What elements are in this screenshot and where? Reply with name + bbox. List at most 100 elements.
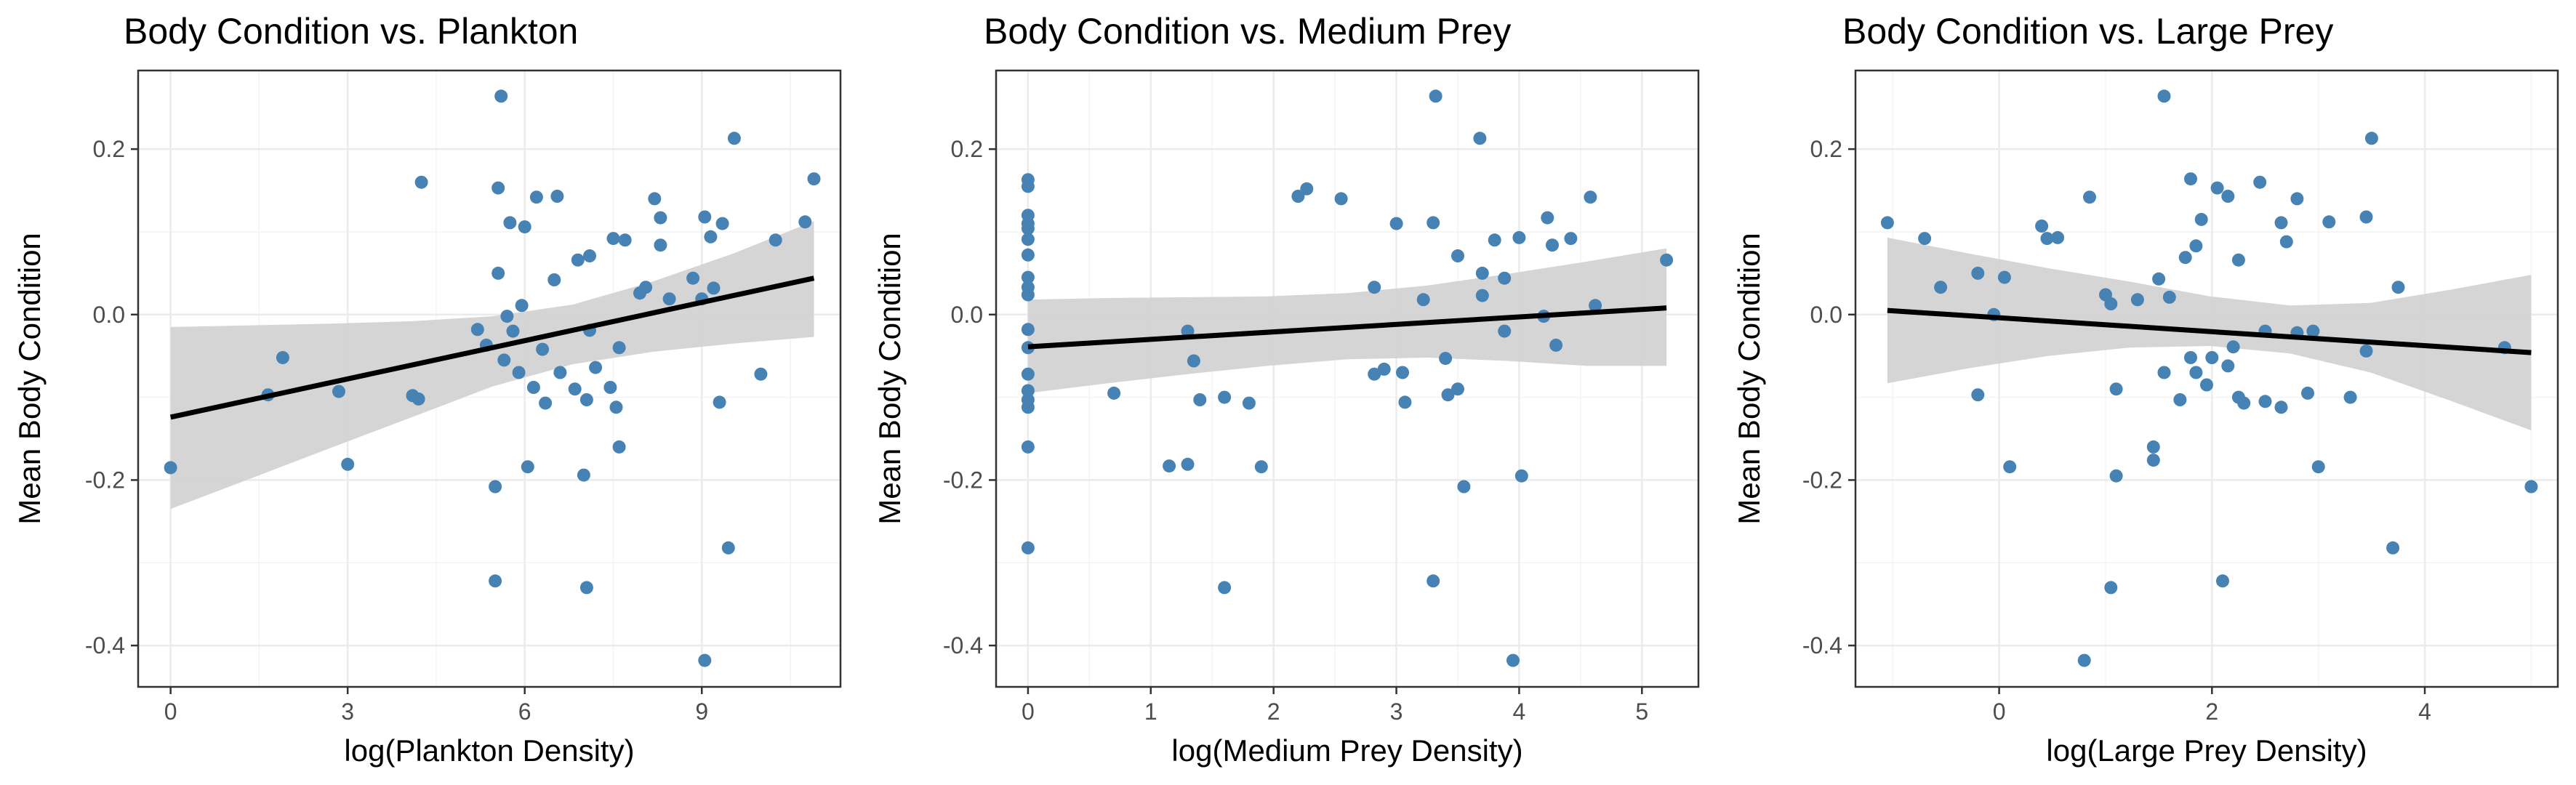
- data-point: [769, 233, 782, 247]
- data-point: [1389, 217, 1403, 230]
- data-point: [2104, 297, 2118, 310]
- data-point: [603, 381, 617, 394]
- x-tick-label: 0: [1022, 699, 1035, 725]
- data-point: [1368, 281, 1381, 294]
- data-point: [515, 299, 529, 313]
- data-point: [2157, 89, 2171, 103]
- data-point: [571, 253, 585, 267]
- data-point: [2290, 192, 2304, 206]
- panel-border: [995, 69, 1700, 688]
- chart-title: Body Condition vs. Large Prey: [1842, 11, 2333, 52]
- data-point: [1107, 386, 1121, 400]
- data-point: [1971, 388, 1985, 402]
- data-point: [686, 271, 700, 285]
- data-point: [2231, 253, 2245, 267]
- data-point: [639, 281, 653, 294]
- data-point: [2301, 386, 2314, 400]
- y-axis-title: Mean Body Condition: [12, 233, 47, 525]
- data-point: [721, 541, 735, 555]
- data-point: [494, 89, 508, 103]
- data-point: [2130, 293, 2144, 307]
- data-point: [583, 249, 596, 262]
- y-tick-label: 0.0: [1810, 302, 1842, 328]
- data-point: [2077, 653, 2091, 667]
- y-tick-label: 0.0: [951, 302, 983, 328]
- data-point: [727, 132, 741, 145]
- data-point: [1187, 354, 1200, 368]
- data-point: [1377, 362, 1391, 376]
- data-point: [2146, 454, 2160, 467]
- data-point: [1193, 393, 1207, 406]
- data-point: [500, 310, 514, 323]
- x-tick-label: 5: [1635, 699, 1648, 725]
- data-point: [2311, 460, 2325, 474]
- data-point: [497, 353, 511, 367]
- x-tick-label: 3: [1390, 699, 1403, 725]
- x-axis-title: log(Medium Prey Density): [1171, 733, 1522, 768]
- panel-large-prey: Body Condition vs. Large Prey 0 2 4 -0.4 -0.…: [1732, 11, 2559, 768]
- data-point: [1473, 132, 1487, 145]
- data-point: [618, 233, 632, 247]
- data-point: [550, 190, 564, 203]
- data-point: [648, 192, 662, 206]
- data-point: [704, 230, 718, 243]
- data-point: [529, 190, 543, 204]
- data-point: [414, 175, 428, 189]
- data-point: [1429, 89, 1443, 103]
- data-point: [512, 366, 526, 379]
- data-point: [2051, 230, 2065, 244]
- data-point: [489, 480, 502, 494]
- data-point: [2040, 232, 2054, 246]
- data-point: [2216, 574, 2229, 588]
- data-point: [2178, 251, 2192, 265]
- confidence-ribbon: [170, 221, 814, 510]
- data-point: [2322, 215, 2336, 229]
- confidence-ribbon: [1027, 248, 1667, 393]
- data-point: [1457, 480, 1471, 494]
- chart-title: Body Condition vs. Medium Prey: [984, 11, 1511, 52]
- data-point: [2109, 469, 2123, 483]
- data-point: [589, 361, 603, 374]
- data-point: [1427, 574, 1440, 588]
- data-point: [521, 460, 534, 474]
- data-point: [2200, 378, 2213, 392]
- data-point: [1398, 395, 1412, 409]
- data-point: [1589, 299, 1602, 313]
- data-point: [503, 216, 517, 230]
- plot-area: 0 1 2 3 4 5 -0.4 -0.2 0.0 0.2: [943, 69, 1700, 725]
- data-point: [568, 382, 582, 396]
- data-point: [1934, 281, 1948, 294]
- data-point: [2364, 132, 2378, 145]
- data-point: [1021, 270, 1035, 284]
- data-point: [2274, 400, 2288, 414]
- data-point: [1021, 288, 1035, 302]
- panel-plankton: Body Condition vs. Plankton 0 3 6 9 -0.4 -0.2…: [12, 11, 842, 768]
- data-point: [612, 341, 626, 355]
- y-tick-label: -0.4: [1802, 632, 1842, 659]
- data-point: [1021, 541, 1035, 555]
- y-tick-label: -0.2: [943, 467, 983, 493]
- data-point: [1021, 323, 1035, 337]
- data-point: [2391, 281, 2405, 294]
- data-point: [2258, 395, 2272, 408]
- data-point: [2306, 324, 2320, 338]
- data-point: [2226, 340, 2240, 354]
- data-point: [798, 215, 812, 229]
- data-point: [1439, 352, 1453, 366]
- data-point: [518, 220, 531, 234]
- data-point: [1254, 460, 1268, 474]
- data-point: [2162, 290, 2176, 304]
- data-point: [1451, 249, 1464, 262]
- data-point: [547, 273, 561, 286]
- data-point: [332, 385, 345, 398]
- data-point: [1498, 324, 1512, 338]
- data-point: [662, 292, 676, 306]
- data-point: [1660, 253, 1674, 267]
- data-point: [2221, 359, 2235, 373]
- data-point: [2205, 351, 2219, 364]
- y-tick-label: 0.2: [1810, 136, 1842, 162]
- y-tick-label: -0.4: [85, 632, 125, 659]
- data-point: [1021, 384, 1035, 398]
- y-tick-label: -0.4: [943, 632, 983, 659]
- data-point: [1163, 459, 1176, 473]
